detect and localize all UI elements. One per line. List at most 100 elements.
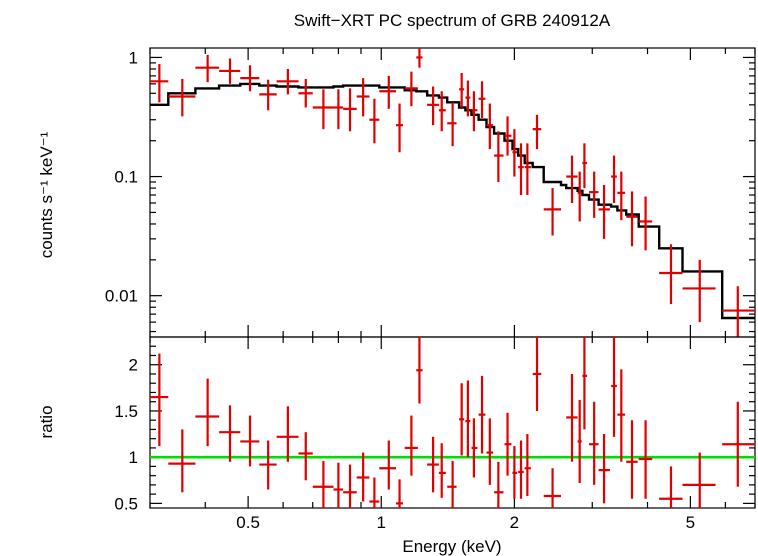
ratio-data-point	[532, 337, 542, 411]
ratio-data-point	[626, 420, 638, 499]
spectrum-data-point	[195, 54, 220, 83]
ratio-data-point	[512, 446, 518, 499]
ratio-data-point	[240, 415, 260, 467]
ratio-data-point	[722, 401, 755, 487]
bottom-panel: 2 1.5 1 0.5 ratio	[37, 336, 756, 514]
spectrum-data-point	[219, 58, 241, 84]
ratio-data-point	[298, 432, 313, 481]
spectrum-data-point	[298, 78, 313, 108]
x-tick-label: 2	[510, 513, 519, 532]
ratio-data-point	[494, 461, 504, 508]
spectrum-data-point	[478, 81, 486, 119]
ratio-data-point	[682, 452, 716, 508]
x-tick-label: 0.5	[236, 513, 260, 532]
bottom-y-tick-label: 1.5	[114, 402, 138, 421]
ratio-data-point	[427, 436, 439, 493]
ratio-data-point	[659, 466, 683, 508]
spectrum-data-point	[659, 244, 683, 305]
ratio-data-point	[617, 369, 626, 462]
ratio-data-point	[369, 477, 380, 508]
x-axis-label: Energy (keV)	[402, 537, 501, 556]
spectrum-data-point	[416, 48, 423, 68]
top-y-tick-label: 0.01	[105, 287, 138, 306]
bottom-y-tick-label: 2	[129, 356, 138, 375]
ratio-data-point	[168, 429, 196, 493]
spectrum-data-point	[404, 71, 418, 107]
ratio-data-point	[276, 406, 299, 462]
ratio-data-point	[396, 479, 404, 508]
spectrum-data-point	[532, 114, 542, 150]
ratio-data-point	[259, 440, 277, 490]
ratio-data-point	[438, 443, 446, 498]
spectrum-data-point	[471, 91, 478, 132]
spectrum-data-points	[150, 48, 755, 337]
spectrum-data-point	[427, 86, 439, 126]
spectrum-data-point	[486, 103, 494, 150]
spectrum-data-point	[276, 68, 299, 95]
top-y-tick-label: 1	[129, 48, 138, 67]
spectrum-data-point	[333, 89, 344, 130]
ratio-data-point	[404, 415, 418, 476]
ratio-data-point	[577, 399, 582, 484]
model-curve	[150, 82, 755, 320]
spectrum-data-point	[447, 102, 457, 147]
spectrum-data-point	[598, 184, 610, 239]
ratio-data-point	[219, 405, 241, 462]
ratio-data-point	[598, 434, 610, 504]
top-panel: 1 0.1 0.01 counts s⁻¹ keV⁻¹	[37, 47, 756, 338]
ratio-data-point	[465, 380, 471, 458]
model-step-line	[150, 82, 755, 320]
chart-title: Swift−XRT PC spectrum of GRB 240912A	[294, 11, 611, 30]
ratio-data-point	[566, 373, 578, 462]
x-tick-label: 1	[377, 513, 386, 532]
ratio-data-points	[150, 337, 755, 508]
ratio-data-point	[504, 412, 512, 476]
spectrum-data-point	[259, 79, 277, 111]
ratio-data-point	[333, 462, 344, 508]
spectrum-data-point	[504, 116, 512, 156]
ratio-data-point	[524, 434, 531, 496]
ratio-data-point	[447, 460, 457, 508]
top-panel-ticks	[149, 48, 756, 337]
spectrum-data-point	[379, 75, 397, 109]
ratio-data-point	[150, 353, 169, 447]
spectrum-data-point	[626, 191, 638, 247]
spectrum-data-point	[638, 196, 653, 251]
ratio-data-point	[518, 440, 524, 499]
ratio-data-point	[589, 401, 599, 485]
spectrum-data-point	[722, 286, 755, 337]
bottom-y-tick-label: 1	[129, 448, 138, 467]
x-tick-labels: 0.5 1 2 5	[236, 513, 695, 532]
top-y-tick-label: 0.1	[114, 168, 138, 187]
ratio-data-point	[471, 418, 478, 478]
spectrum-data-point	[577, 171, 582, 222]
spectrum-data-point	[617, 171, 626, 221]
spectrum-data-point	[465, 80, 471, 117]
ratio-data-point	[543, 468, 562, 508]
ratio-data-point	[416, 337, 423, 404]
spectrum-data-point	[682, 259, 716, 323]
ratio-data-point	[195, 378, 220, 447]
ratio-data-point	[459, 383, 465, 456]
spectrum-data-point	[512, 129, 518, 177]
spectrum-data-point	[312, 89, 334, 130]
top-y-axis-label: counts s⁻¹ keV⁻¹	[37, 131, 56, 258]
spectrum-data-point	[566, 155, 578, 203]
ratio-data-point	[478, 375, 486, 454]
ratio-data-point	[611, 337, 617, 437]
spectrum-data-point	[611, 155, 617, 203]
ratio-data-point	[486, 418, 494, 485]
spectrum-data-point	[494, 131, 504, 183]
spectrum-data-point	[369, 98, 380, 144]
ratio-data-point	[638, 420, 653, 499]
bottom-y-axis-label: ratio	[37, 405, 56, 438]
spectrum-data-point	[396, 103, 404, 153]
ratio-data-point	[356, 452, 370, 502]
spectrum-data-point	[150, 64, 169, 103]
bottom-y-tick-labels: 2 1.5 1 0.5	[114, 356, 138, 514]
ratio-data-point	[312, 460, 334, 508]
ratio-data-point	[379, 440, 397, 490]
spectrum-data-point	[240, 65, 260, 92]
